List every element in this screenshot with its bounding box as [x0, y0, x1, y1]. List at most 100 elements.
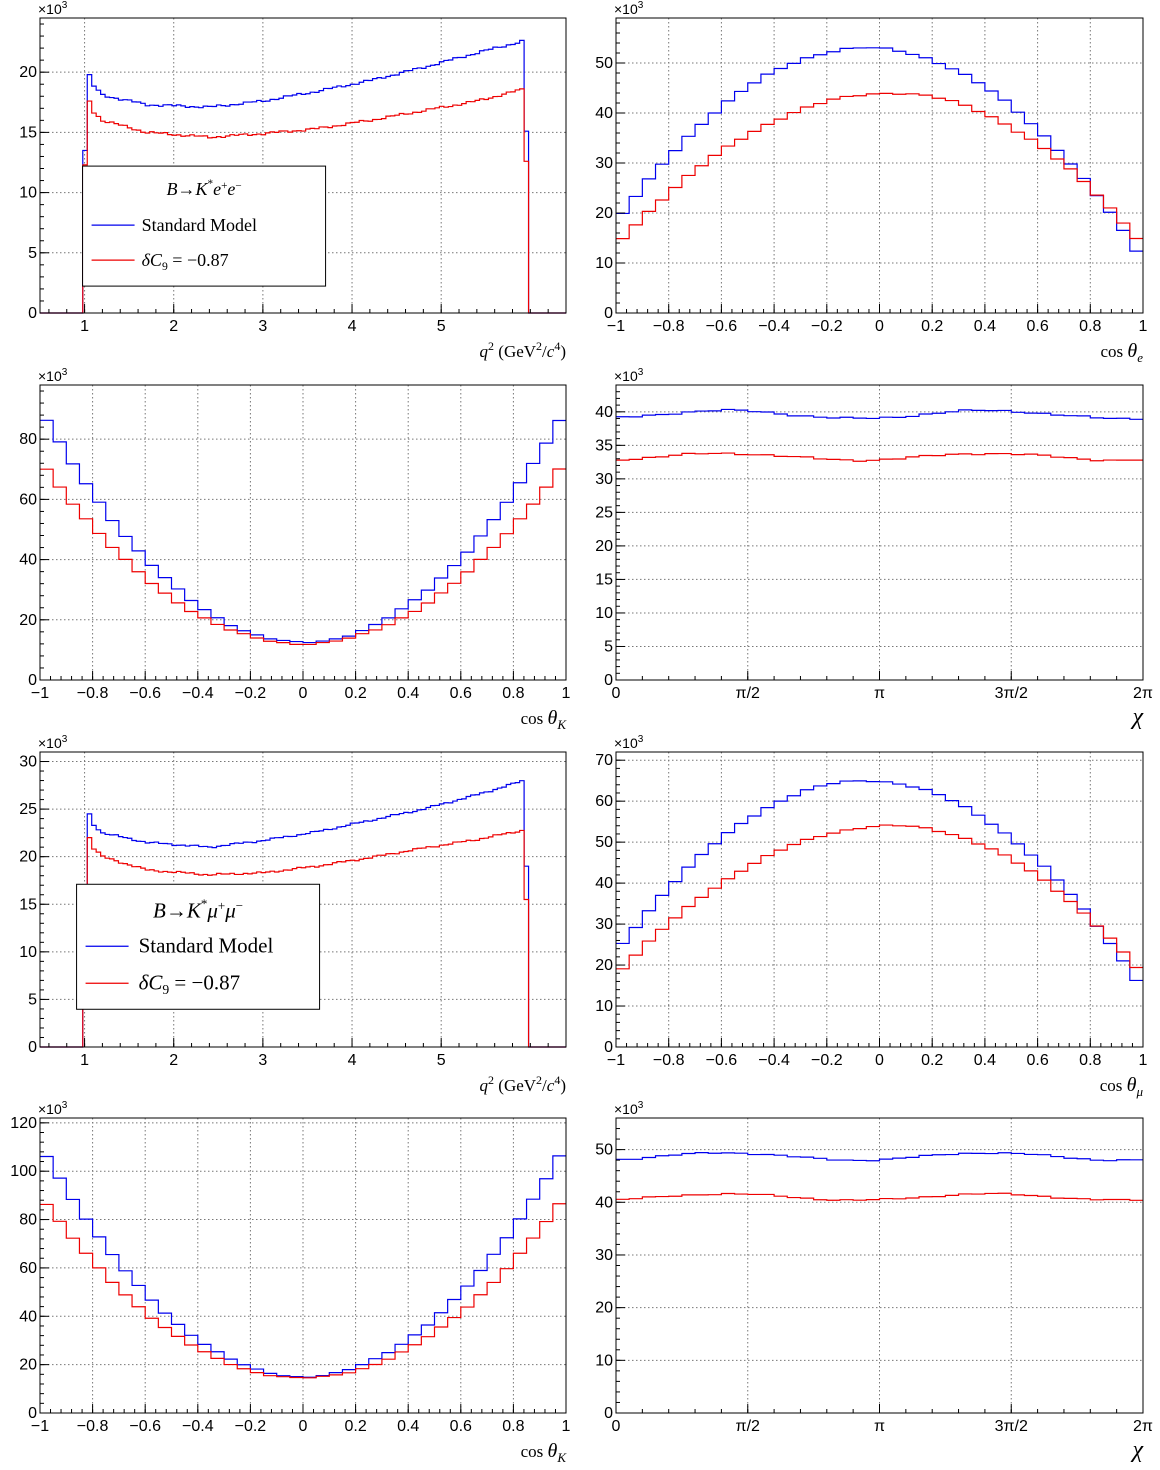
x-tick-label: 0.8: [502, 685, 524, 702]
x-tick-label: 4: [348, 318, 357, 335]
series-standard-model: [616, 1152, 1143, 1162]
x-tick-label: 0.6: [1026, 1052, 1048, 1069]
x-tick-label: 1: [80, 318, 89, 335]
x-tick-label: 0.6: [450, 1418, 472, 1435]
y-tick-label: 20: [595, 205, 613, 222]
y-tick-label: 80: [19, 431, 37, 448]
legend-entry-label: δC9 = −0.87: [142, 250, 229, 273]
series-delta-c9: [616, 92, 1143, 240]
y-tick-label: 20: [19, 849, 37, 866]
y-tick-label: 120: [10, 1115, 37, 1132]
y-tick-label: 40: [595, 875, 613, 892]
x-tick-label: 0: [875, 1052, 884, 1069]
legend-title: B→K*μ+μ−: [153, 896, 243, 922]
y-tick-label: 15: [19, 896, 37, 913]
x-tick-label: 1: [562, 685, 571, 702]
y-exponent-label: ×103: [614, 0, 644, 17]
y-tick-label: 0: [28, 672, 37, 689]
legend-title: B→K*e+e−: [166, 178, 241, 199]
x-axis-title: cos θK: [521, 707, 568, 732]
y-exponent-label: ×103: [38, 734, 68, 751]
y-tick-label: 5: [28, 991, 37, 1008]
x-tick-label: −1: [607, 1052, 625, 1069]
x-tick-label: 0.2: [344, 685, 366, 702]
plot-frame: [39, 17, 567, 314]
y-tick-label: 0: [604, 1405, 613, 1422]
x-tick-label: −0.4: [182, 1418, 214, 1435]
y-tick-label: 80: [19, 1212, 37, 1229]
y-tick-label: 20: [19, 612, 37, 629]
x-tick-label: −0.6: [129, 1418, 161, 1435]
y-tick-label: 40: [595, 105, 613, 122]
y-tick-label: 20: [19, 1357, 37, 1374]
y-tick-label: 5: [28, 245, 37, 262]
x-tick-label: π/2: [736, 685, 760, 702]
x-tick-label: 0: [612, 685, 621, 702]
legend: B→K*e+e− Standard Model δC9 = −0.87: [82, 165, 327, 287]
series-standard-model: [40, 419, 566, 644]
y-tick-label: 60: [19, 1260, 37, 1277]
y-tick-label: 0: [28, 305, 37, 322]
x-tick-label: 0.8: [1079, 1052, 1101, 1069]
series-standard-model: [616, 408, 1143, 420]
x-axis-title: q2 (GeV2/c4): [480, 1073, 566, 1095]
x-tick-label: −0.8: [77, 685, 109, 702]
x-tick-label: 2π: [1133, 685, 1153, 702]
y-tick-label: 40: [19, 552, 37, 569]
x-tick-label: 0.4: [397, 685, 419, 702]
y-tick-label: 30: [595, 471, 613, 488]
legend: B→K*μ+μ− Standard Model δC9 = −0.87: [76, 883, 321, 1010]
panel-mm_cosk: −1 −0.8 −0.6 −0.4 −0.2 0 0.2 0.4 0.6 0.8 1 0 20 40 60 8…: [10, 1100, 570, 1465]
y-tick-label: 40: [595, 404, 613, 421]
x-tick-label: 0.4: [974, 1052, 996, 1069]
y-exponent-label: ×103: [614, 1100, 644, 1117]
x-tick-label: 0.6: [450, 685, 472, 702]
x-tick-label: 0.6: [1026, 318, 1048, 335]
y-tick-label: 10: [595, 998, 613, 1015]
panel-ee_cosk: −1 −0.8 −0.6 −0.4 −0.2 0 0.2 0.4 0.6 0.8 1 0 20 40 60 8…: [19, 367, 570, 732]
series-delta-c9: [616, 452, 1143, 462]
x-tick-label: 1: [80, 1052, 89, 1069]
x-tick-label: −0.4: [182, 685, 214, 702]
x-tick-label: 2: [169, 318, 178, 335]
y-tick-label: 0: [28, 1039, 37, 1056]
y-exponent-label: ×103: [614, 367, 644, 384]
x-tick-label: −1: [31, 685, 49, 702]
panel-ee_cose: −1 −0.8 −0.6 −0.4 −0.2 0 0.2 0.4 0.6 0.8 101020304…: [595, 0, 1147, 365]
y-tick-label: 50: [595, 1142, 613, 1159]
y-tick-label: 60: [595, 793, 613, 810]
x-tick-label: 1: [1139, 1052, 1148, 1069]
y-tick-label: 50: [595, 834, 613, 851]
legend-entry-label: δC9 = −0.87: [139, 970, 241, 997]
y-tick-label: 30: [595, 1247, 613, 1264]
series-delta-c9: [616, 824, 1143, 970]
x-tick-label: −0.6: [706, 1052, 738, 1069]
x-tick-label: 4: [348, 1052, 357, 1069]
y-tick-label: 40: [595, 1194, 613, 1211]
y-exponent-label: ×103: [614, 734, 644, 751]
series-delta-c9: [40, 1203, 566, 1379]
x-tick-label: 0.2: [921, 1052, 943, 1069]
y-exponent-label: ×103: [38, 367, 68, 384]
y-tick-label: 10: [595, 605, 613, 622]
x-axis-title: cos θK: [521, 1440, 568, 1465]
series-delta-c9: [616, 1192, 1143, 1201]
y-exponent-label: ×103: [38, 0, 68, 17]
series-standard-model: [616, 780, 1143, 982]
panel-ee_q2: 1 2 3 4 5 0 5 10 15 20 ×103 q2 (GeV2/c4) B→K*e+e− Sta…: [19, 0, 567, 361]
y-tick-label: 100: [10, 1163, 37, 1180]
x-axis-title: χ: [1130, 1437, 1144, 1463]
series-standard-model: [40, 39, 566, 314]
x-tick-label: 0: [299, 1418, 308, 1435]
x-tick-label: 0.2: [921, 318, 943, 335]
legend-entry-label: Standard Model: [142, 215, 257, 235]
y-tick-label: 10: [19, 185, 37, 202]
x-tick-label: −1: [31, 1418, 49, 1435]
legend-entry-label: Standard Model: [139, 933, 274, 957]
x-tick-label: 5: [437, 318, 446, 335]
x-tick-label: −0.8: [653, 318, 685, 335]
y-tick-label: 40: [19, 1308, 37, 1325]
x-tick-label: 3: [258, 1052, 267, 1069]
y-tick-label: 0: [604, 1039, 613, 1056]
